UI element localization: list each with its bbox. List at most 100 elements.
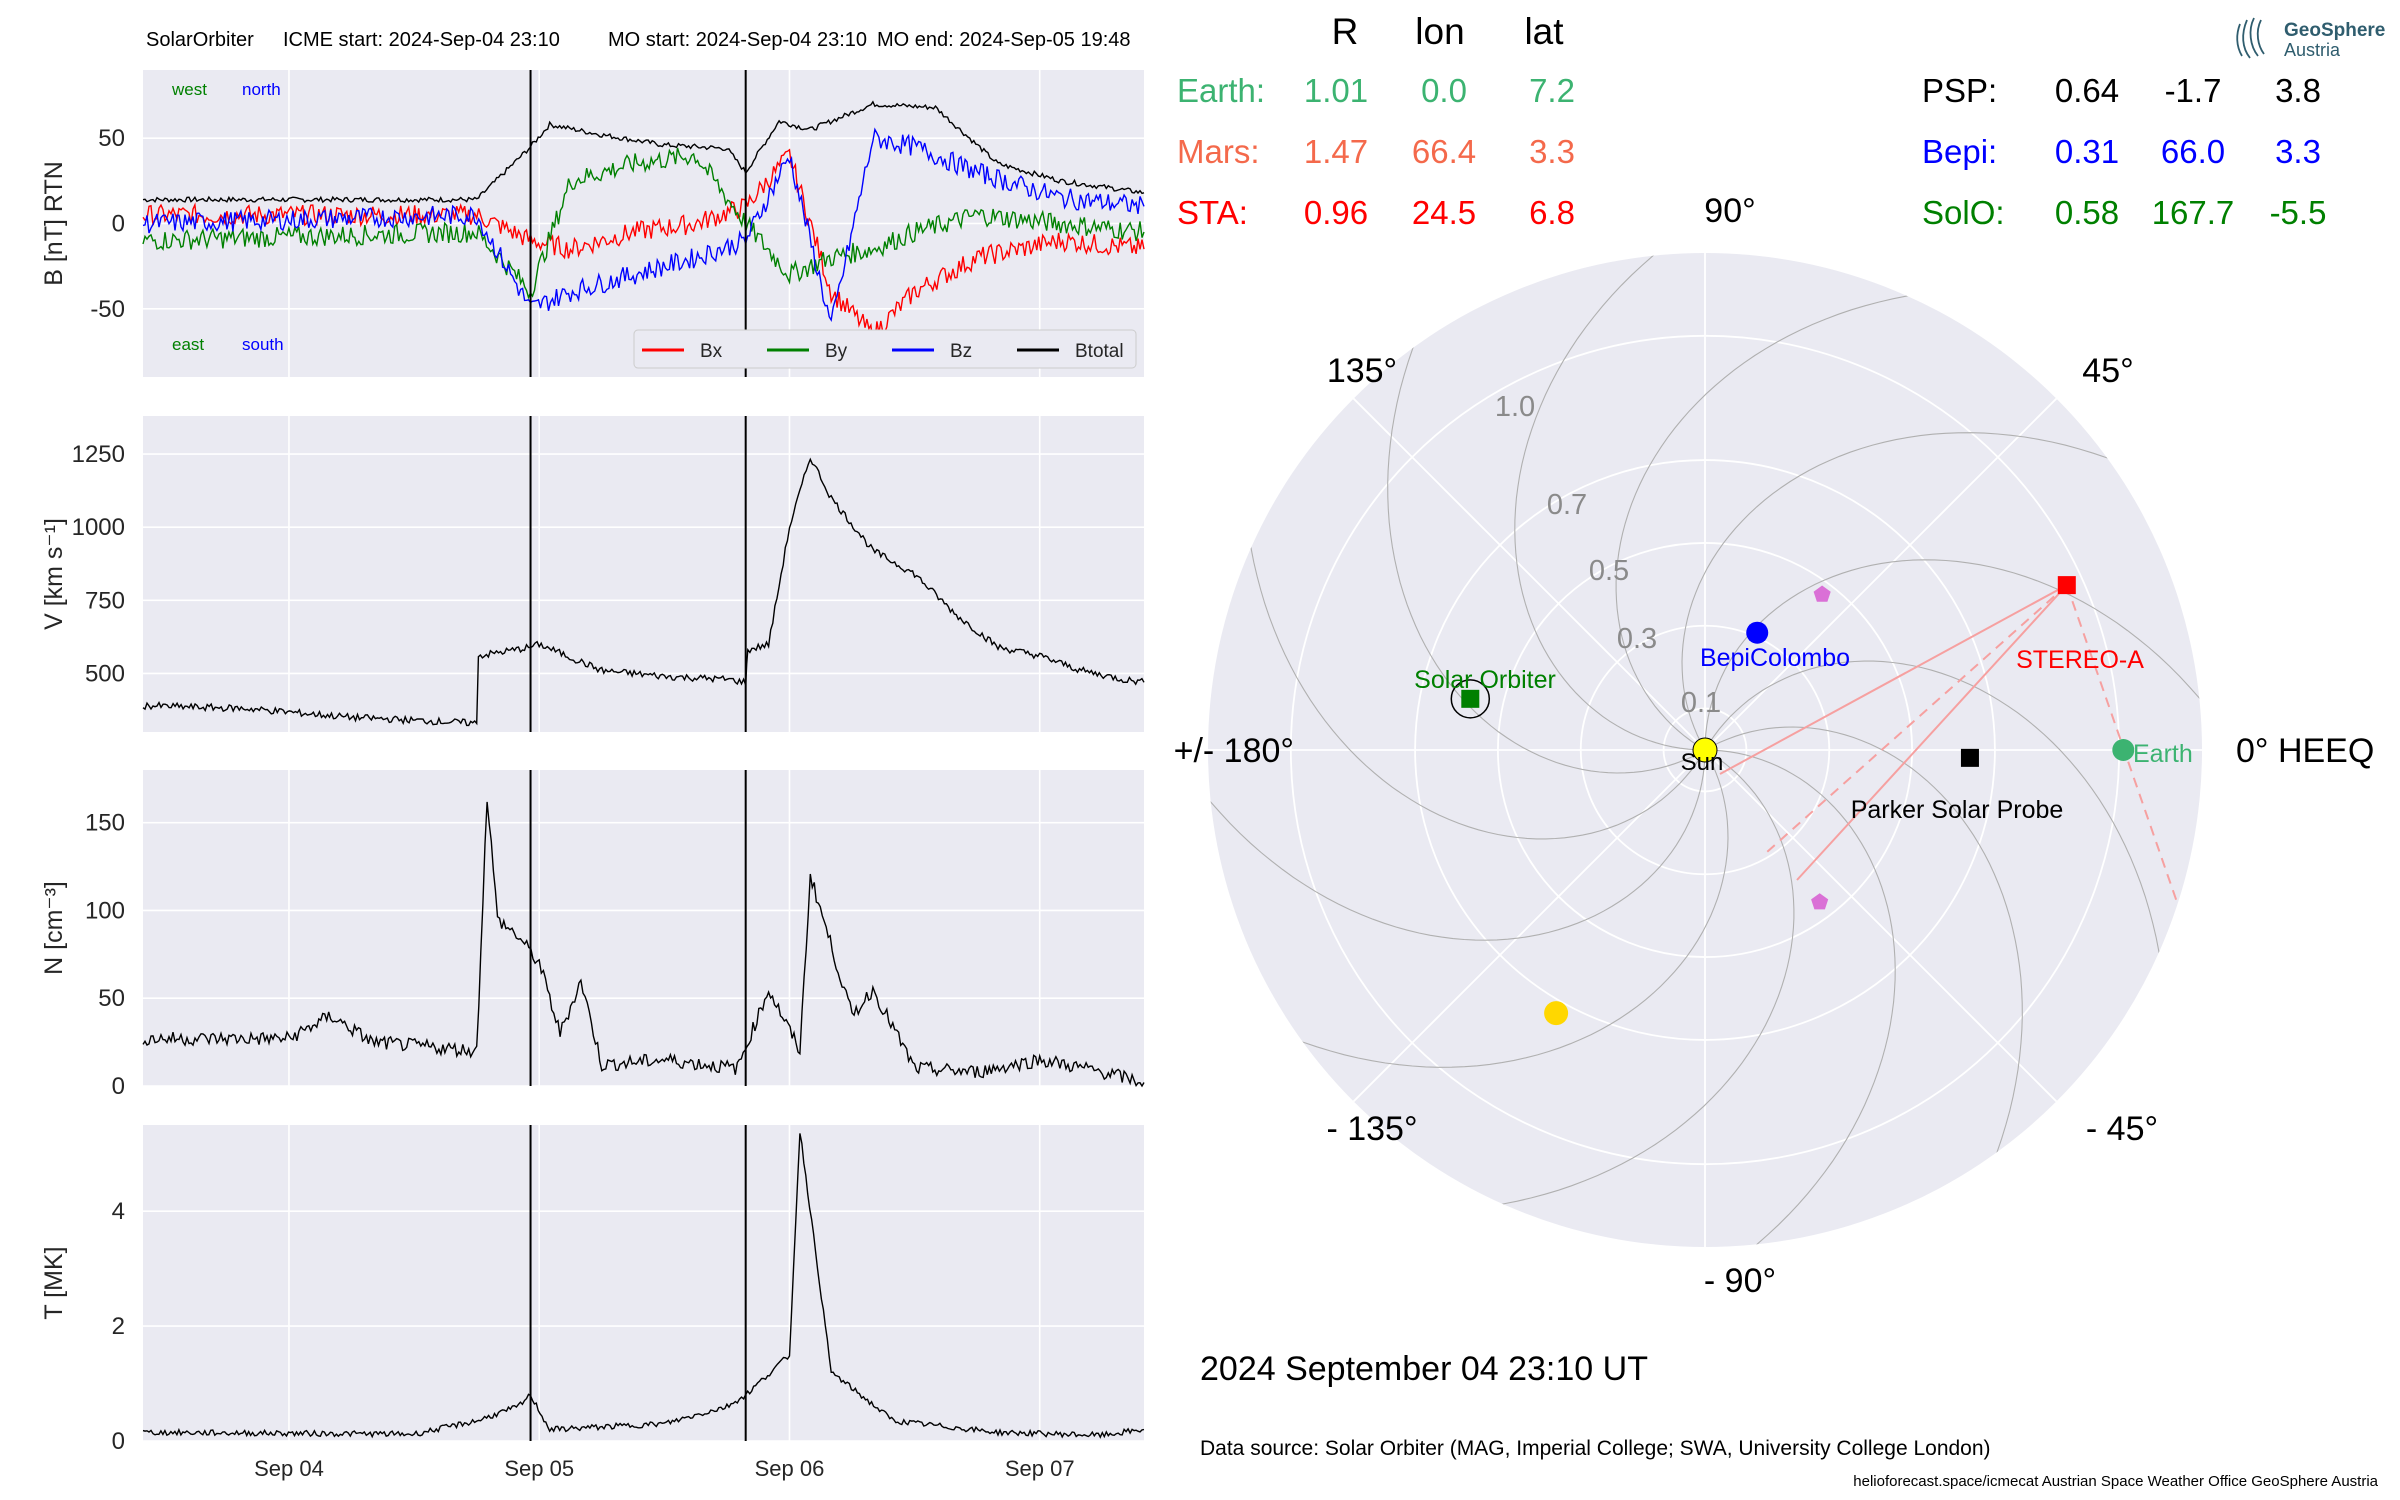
panel-speed: 500 750 1000 1250 V [km s⁻¹]	[40, 416, 1145, 732]
annotation-west: west	[171, 80, 207, 99]
legend-frame	[633, 329, 1137, 369]
fov-line	[1796, 584, 2068, 881]
value-lat: 6.8	[1529, 194, 1575, 231]
fov-line-dashed	[2065, 584, 2179, 906]
angular-gridline	[1352, 749, 1706, 1103]
legend-label: Bz	[950, 341, 972, 362]
sun-marker	[1692, 737, 1718, 763]
parker-spiral-line	[1514, 253, 1936, 751]
radial-tick-label: 0.5	[1589, 555, 1629, 587]
body-label: Parker Solar Probe	[1851, 796, 2064, 824]
angular-gridline	[1352, 397, 1706, 751]
value-lon: 167.7	[2152, 194, 2235, 231]
body-earth: Earth	[2112, 739, 2193, 768]
body-label: STA:	[1177, 194, 1248, 231]
radial-tick-label: 1.0	[1495, 391, 1535, 423]
series-line-N	[142, 801, 1145, 1088]
angle-label: 45°	[2082, 352, 2133, 390]
value-lon: 66.4	[1412, 133, 1476, 170]
col-header-lon: lon	[1415, 11, 1464, 52]
angle-label: - 135°	[1326, 1110, 1417, 1148]
series-line-Btotal	[142, 100, 1145, 204]
date-text: 2024 September 04 23:10 UT	[1200, 1350, 1648, 1388]
radial-tick-label: 0.3	[1617, 623, 1657, 655]
body-solar-orbiter: Solar Orbiter	[1414, 666, 1556, 719]
y-tick-label: 2	[112, 1313, 125, 1340]
x-tick-label: Sep 07	[1005, 1456, 1075, 1481]
y-tick-label: 0	[112, 1428, 125, 1455]
header-mo-end: MO end: 2024-Sep-05 19:48	[877, 29, 1131, 51]
panel-temperature: 0 2 4 T [MK] Sep 04 Sep 05 Sep 06 Sep 07	[40, 1125, 1145, 1481]
footer-text: helioforecast.space/icmecat Austrian Spa…	[1853, 1473, 2378, 1490]
angular-gridline	[1704, 749, 2058, 1103]
annotation-east: east	[172, 335, 204, 354]
header-spacecraft: SolarOrbiter	[146, 29, 254, 51]
panel-background	[143, 416, 1144, 732]
header-icme-start: ICME start: 2024-Sep-04 23:10	[283, 29, 560, 51]
logo-line1: GeoSphere	[2284, 20, 2385, 41]
x-tick-label: Sep 04	[254, 1456, 324, 1481]
y-axis-label: T [MK]	[40, 1246, 68, 1319]
series-line-Bz	[142, 127, 1145, 323]
parker-spiral-line	[1474, 749, 1896, 1247]
angle-label: +/- 180°	[1174, 732, 1294, 770]
y-tick-label: 50	[98, 985, 125, 1012]
value-r: 1.01	[1304, 72, 1368, 109]
body-label: Bepi:	[1922, 133, 1997, 170]
body-marker	[1960, 748, 1979, 767]
body-parker-solar-probe: Parker Solar Probe	[1851, 748, 2064, 824]
y-tick-label: 0	[112, 211, 125, 238]
series-line-V	[142, 457, 1145, 727]
value-r: 1.47	[1304, 133, 1368, 170]
body-label: Mars:	[1177, 133, 1260, 170]
body-marker	[2057, 576, 2076, 595]
y-tick-label: 1250	[72, 441, 125, 468]
panel-background	[143, 1125, 1144, 1441]
angle-label: - 45°	[2086, 1110, 2158, 1148]
parker-spiral-line	[1704, 559, 2202, 981]
body-marker	[2112, 739, 2135, 761]
x-tick-label: Sep 05	[504, 1456, 574, 1481]
panel-magnetic-field: -50 0 50 B [nT] RTN west north east south Bx By Bz…	[40, 70, 1145, 377]
logo-line2: Austria	[2284, 40, 2341, 60]
value-lon: 24.5	[1412, 194, 1476, 231]
position-row-sta: STA: 0.96 24.5 6.8	[1177, 194, 1575, 231]
planet-marker-pentagon	[1813, 585, 1831, 602]
value-lat: 7.2	[1529, 72, 1575, 109]
header-mo-start: MO start: 2024-Sep-04 23:10	[608, 29, 867, 51]
body-label: STEREO-A	[2016, 646, 2144, 674]
y-tick-label: 1000	[72, 514, 125, 541]
value-r: 0.64	[2055, 72, 2119, 109]
value-lat: -5.5	[2270, 194, 2327, 231]
value-lon: 0.0	[1421, 72, 1467, 109]
annotation-south: south	[242, 335, 284, 354]
legend-label: By	[825, 341, 848, 362]
y-axis-label: N [cm⁻³]	[40, 881, 68, 975]
panel-density: 0 50 100 150 N [cm⁻³]	[40, 770, 1145, 1100]
angle-label: 0° HEEQ	[2236, 732, 2374, 770]
body-label: SolO:	[1922, 194, 2005, 231]
y-tick-label: 150	[85, 810, 125, 837]
body-ring	[1450, 679, 1491, 719]
position-table: R lon lat Earth: 1.01 0.0 7.2 Mars: 1.47 66.4 3…	[1177, 11, 2326, 231]
y-tick-label: 4	[112, 1198, 125, 1225]
position-row-earth: Earth: 1.01 0.0 7.2	[1177, 72, 1575, 109]
value-r: 0.96	[1304, 194, 1368, 231]
angle-label: 90°	[1704, 192, 1755, 230]
y-tick-label: 50	[98, 125, 125, 152]
sun-label: Sun	[1681, 749, 1724, 776]
body-stereo-a: STEREO-A	[2016, 576, 2144, 674]
timeseries-panels: -50 0 50 B [nT] RTN west north east south Bx By Bz…	[40, 70, 1145, 1481]
value-lat: 3.3	[1529, 133, 1575, 170]
col-header-r: R	[1332, 11, 1359, 52]
y-tick-label: 500	[85, 660, 125, 687]
value-lat: 3.3	[2275, 133, 2321, 170]
angular-gridline	[1704, 397, 2058, 751]
logo-mark-icon	[2236, 17, 2265, 59]
series-line-By	[142, 147, 1145, 300]
angle-label: 135°	[1327, 352, 1397, 390]
planet-marker-pentagon	[1811, 893, 1829, 910]
body-marker	[1461, 689, 1480, 708]
angle-label: - 90°	[1704, 1262, 1776, 1300]
